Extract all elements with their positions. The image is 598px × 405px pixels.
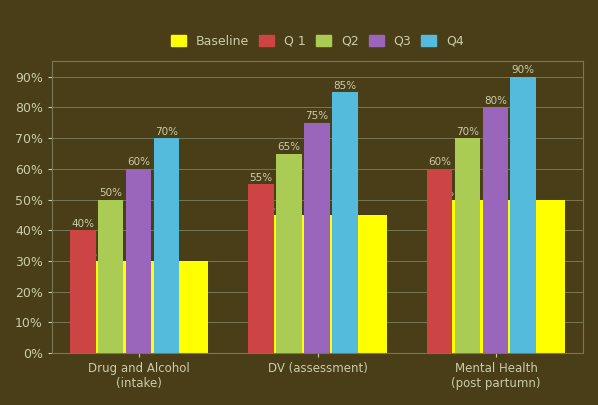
Bar [276,153,302,353]
Bar [97,200,123,353]
Legend: Baseline, Q 1, Q2, Q3, Q4: Baseline, Q 1, Q2, Q3, Q4 [166,30,469,53]
Bar [304,123,329,353]
Text: 55%: 55% [249,173,273,183]
Text: 70%: 70% [456,127,479,136]
Text: 45%: 45% [253,203,276,213]
Text: 30%: 30% [74,249,97,259]
Bar [248,215,387,353]
Text: 90%: 90% [512,65,535,75]
Bar [427,169,453,353]
Bar [483,107,508,353]
Text: 40%: 40% [71,219,94,229]
Bar [427,200,565,353]
Text: 65%: 65% [277,142,301,152]
Text: 50%: 50% [99,188,122,198]
Text: 70%: 70% [155,127,178,136]
Bar [70,261,208,353]
Bar [126,169,151,353]
Text: 50%: 50% [431,188,454,198]
Text: 85%: 85% [333,81,356,91]
Text: 75%: 75% [306,111,328,121]
Bar [454,138,480,353]
Bar [248,184,274,353]
Bar [70,230,96,353]
Text: 60%: 60% [127,157,150,167]
Text: 60%: 60% [428,157,451,167]
Text: 80%: 80% [484,96,507,106]
Bar [332,92,358,353]
Bar [154,138,179,353]
Bar [511,77,536,353]
